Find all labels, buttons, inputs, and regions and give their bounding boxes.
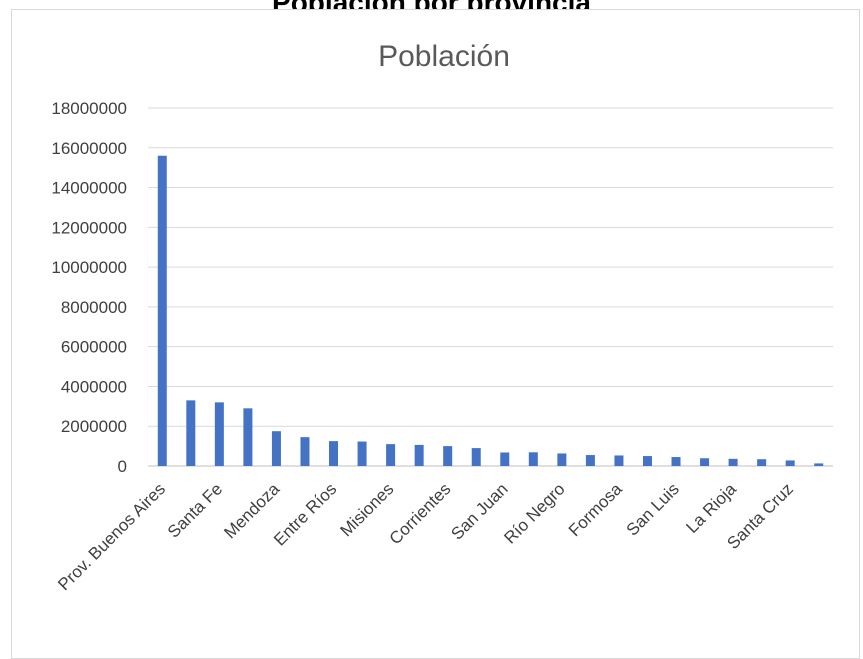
population-bar-chart: Población 0 2000000 4000000 6000000 8000000 1…: [51, 40, 833, 594]
bar: [471, 448, 481, 466]
y-tick-label: 16000000: [51, 139, 127, 158]
bar: [443, 446, 453, 466]
x-tick-label: Río Negro: [500, 479, 568, 547]
gridlines: [148, 107, 833, 467]
bar: [757, 459, 767, 466]
bar: [300, 437, 310, 466]
bar: [557, 453, 567, 466]
bar: [386, 444, 396, 466]
bar: [528, 452, 538, 466]
bar: [243, 408, 253, 466]
x-tick-label: Formosa: [565, 479, 626, 540]
bar: [157, 155, 167, 466]
y-tick-label: 4000000: [61, 377, 127, 396]
bar: [814, 463, 824, 466]
bar: [728, 458, 738, 466]
chart-title: Población: [378, 40, 510, 73]
chart-frame: [11, 9, 860, 659]
y-tick-label: 12000000: [51, 218, 127, 237]
bar: [186, 400, 196, 466]
bar: [414, 444, 424, 466]
y-tick-label: 2000000: [61, 417, 127, 436]
x-tick-label: San Luis: [623, 479, 683, 539]
bar: [785, 460, 795, 466]
bar: [214, 402, 224, 466]
bar: [357, 441, 367, 466]
y-tick-label: 10000000: [51, 258, 127, 277]
x-tick-label: Entre Ríos: [270, 479, 340, 549]
x-tick-label: Corrientes: [386, 479, 455, 548]
y-tick-label: 6000000: [61, 338, 127, 357]
bar: [329, 441, 339, 466]
y-tick-label: 0: [118, 457, 127, 476]
bars: [157, 155, 824, 466]
y-tick-label: 14000000: [51, 179, 127, 198]
bar: [500, 452, 510, 466]
y-tick-label: 18000000: [51, 99, 127, 118]
bar: [642, 456, 652, 466]
x-tick-label: Santa Fe: [164, 479, 226, 541]
y-tick-label: 8000000: [61, 298, 127, 317]
bar: [614, 455, 624, 466]
bar: [271, 431, 281, 466]
bar: [671, 457, 681, 466]
bar: [585, 455, 595, 466]
bar: [700, 458, 710, 466]
y-axis-ticks: 0 2000000 4000000 6000000 8000000 10000000 120…: [51, 99, 127, 476]
x-tick-label: Prov. Buenos Aires: [54, 479, 169, 594]
x-tick-label: La Rioja: [682, 479, 740, 537]
